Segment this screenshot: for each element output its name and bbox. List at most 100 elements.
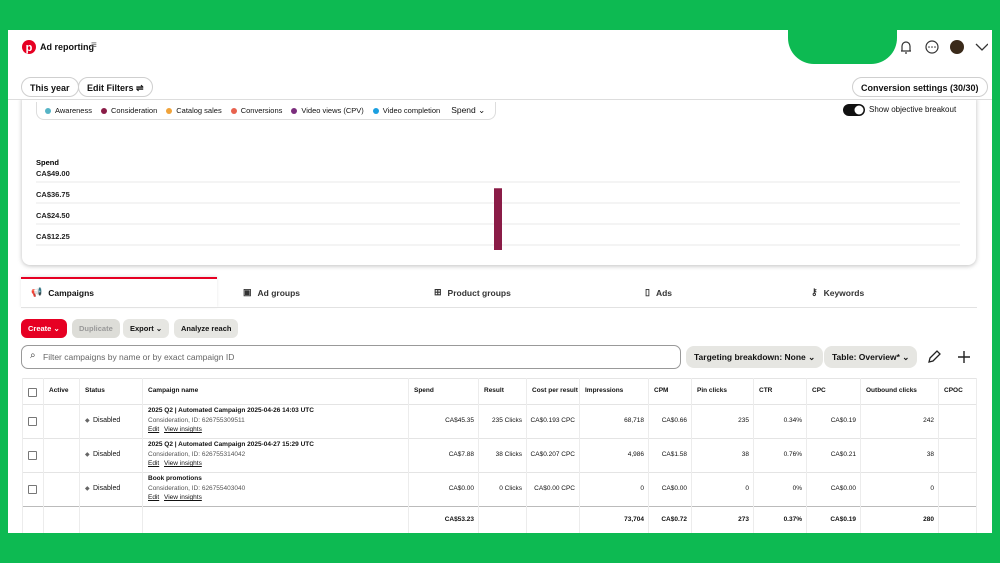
date-range-button[interactable]: This year xyxy=(21,77,79,97)
cell: 4,986 xyxy=(627,451,644,458)
campaign-detail: Consideration, ID: 626755314042 xyxy=(148,451,246,458)
action-button[interactable]: Export ⌄ xyxy=(123,319,170,338)
total-cell: CA$0.72 xyxy=(661,516,687,523)
action-button[interactable]: Create ⌄ xyxy=(21,319,67,338)
app-title: Ad reporting xyxy=(40,42,94,52)
insights-link[interactable]: View insights xyxy=(164,426,202,433)
targeting-breakdown-button[interactable]: Targeting breakdown: None ⌄ xyxy=(686,346,824,368)
legend-swatch xyxy=(100,107,107,114)
cell: CA$0.19 xyxy=(830,417,856,424)
legend-item[interactable]: Video views (CPV) xyxy=(291,106,364,115)
status: Disabled xyxy=(93,451,121,458)
cell: 68,718 xyxy=(624,417,644,424)
column-header[interactable]: Result xyxy=(484,387,504,394)
tab-label: Ad groups xyxy=(257,287,301,298)
edit-filters-button[interactable]: Edit Filters ⇌ xyxy=(78,77,153,97)
checkbox[interactable] xyxy=(28,451,37,460)
column-header[interactable]: Pin clicks xyxy=(697,387,727,394)
tab-icon: ▣ xyxy=(243,287,252,297)
cell: 235 xyxy=(738,417,749,424)
column-header[interactable]: Status xyxy=(85,387,105,394)
edit-link[interactable]: Edit xyxy=(148,426,160,433)
cell: 0.76% xyxy=(783,451,802,458)
edit-link[interactable]: Edit xyxy=(148,494,160,501)
column-divider xyxy=(648,378,649,533)
menu-icon[interactable]: ≡ xyxy=(91,40,97,51)
legend-swatch xyxy=(45,107,51,114)
status-icon: ◆ xyxy=(85,452,90,458)
row-border xyxy=(22,404,976,405)
checkbox[interactable] xyxy=(28,417,37,426)
column-divider xyxy=(753,378,754,533)
insights-link[interactable]: View insights xyxy=(164,460,202,467)
row-border xyxy=(22,438,976,439)
tab[interactable]: ▯ Ads xyxy=(645,287,672,298)
cell: 0 xyxy=(745,485,749,492)
status: Disabled xyxy=(93,485,121,492)
campaign-detail: Consideration, ID: 626755403040 xyxy=(148,485,246,492)
metric-selector[interactable]: Spend ⌄ xyxy=(451,105,486,115)
column-header[interactable]: Impressions xyxy=(585,387,624,394)
cell: 0.34% xyxy=(783,417,802,424)
edit-columns-icon[interactable] xyxy=(928,350,941,363)
notifications-icon[interactable] xyxy=(901,41,911,54)
checkbox[interactable] xyxy=(28,485,37,494)
cell: CA$1.58 xyxy=(661,451,687,458)
legend-label: Catalog sales xyxy=(176,106,222,115)
column-header[interactable]: Cost per result xyxy=(532,387,578,394)
legend-item[interactable]: Catalog sales xyxy=(166,106,222,115)
legend-item[interactable]: Conversions xyxy=(230,106,282,115)
toggle-label: Show objective breakout xyxy=(869,105,957,114)
table-view-button[interactable]: Table: Overview* ⌄ xyxy=(824,346,918,368)
total-cell: 280 xyxy=(923,516,934,523)
column-header[interactable]: CPM xyxy=(654,387,669,394)
tab[interactable]: ⊞ Product groups xyxy=(434,287,511,298)
legend-label: Awareness xyxy=(55,106,92,115)
row-border xyxy=(22,506,976,507)
cell: CA$0.207 CPC xyxy=(530,451,575,458)
column-divider xyxy=(860,378,861,533)
conversion-settings-button[interactable]: Conversion settings (30/30) xyxy=(852,77,988,97)
cell: 38 xyxy=(926,451,934,458)
avatar[interactable] xyxy=(950,40,964,54)
messages-icon[interactable] xyxy=(925,40,939,54)
insights-link[interactable]: View insights xyxy=(164,494,202,501)
campaign-name[interactable]: 2025 Q2 | Automated Campaign 2025-04-27 … xyxy=(148,441,314,448)
column-divider xyxy=(79,378,80,533)
account-menu[interactable] xyxy=(975,43,988,51)
tab-icon: ▯ xyxy=(645,287,650,297)
column-header[interactable]: Outbound clicks xyxy=(866,387,917,394)
column-header[interactable]: CPC xyxy=(812,387,826,394)
toggle[interactable] xyxy=(843,104,865,116)
column-header[interactable]: Spend xyxy=(414,387,434,394)
campaign-name[interactable]: Book promotions xyxy=(148,475,202,482)
tab-label: Ads xyxy=(655,287,673,298)
campaign-name[interactable]: 2025 Q2 | Automated Campaign 2025-04-26 … xyxy=(148,407,314,414)
tab[interactable]: ▣ Ad groups xyxy=(243,287,300,298)
column-header[interactable]: Campaign name xyxy=(148,387,199,394)
button-label: Duplicate xyxy=(79,324,113,333)
button-label: Edit Filters xyxy=(87,83,134,93)
cell: CA$45.35 xyxy=(445,417,474,424)
tab[interactable]: 📢 Campaigns xyxy=(31,287,94,298)
cell: 38 xyxy=(741,451,749,458)
checkbox[interactable] xyxy=(28,388,37,397)
tab-divider xyxy=(21,307,977,308)
cell: CA$0.00 xyxy=(448,485,474,492)
table-tools xyxy=(928,350,970,363)
column-divider xyxy=(478,378,479,533)
edit-link[interactable]: Edit xyxy=(148,460,160,467)
legend-item[interactable]: Awareness xyxy=(45,106,92,115)
column-header[interactable]: Active xyxy=(49,387,69,394)
legend-item[interactable]: Consideration xyxy=(100,106,157,115)
column-divider xyxy=(526,378,527,533)
search-box[interactable]: ⌕ Filter campaigns by name or by exact c… xyxy=(21,345,681,369)
tab-icon: 📢 xyxy=(31,287,43,297)
add-icon[interactable] xyxy=(958,351,970,363)
action-button[interactable]: Analyze reach xyxy=(174,319,239,338)
legend-item[interactable]: Video completion xyxy=(372,106,440,115)
column-divider xyxy=(691,378,692,533)
column-header[interactable]: CPOC xyxy=(944,387,963,394)
tab[interactable]: ⚷ Keywords xyxy=(811,287,864,298)
column-header[interactable]: CTR xyxy=(759,387,773,394)
